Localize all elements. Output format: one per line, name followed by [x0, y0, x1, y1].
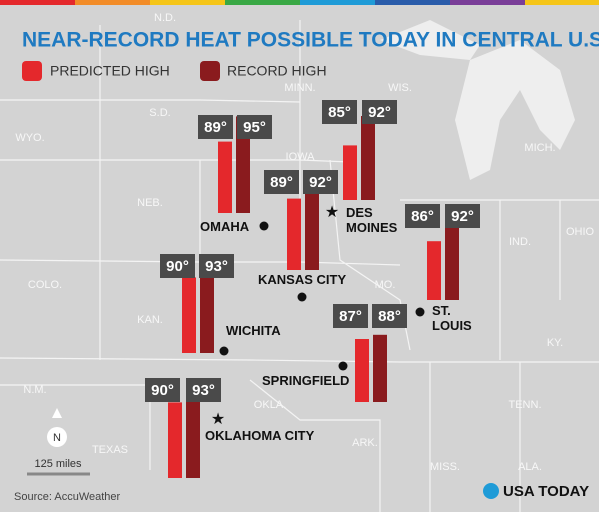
compass-arrow	[52, 408, 62, 418]
city-marker	[338, 361, 348, 371]
state-label: MINN.	[284, 82, 315, 94]
city-marker: ★	[211, 411, 225, 428]
state-label: ALA.	[518, 461, 542, 473]
value-label: 89°	[204, 119, 227, 136]
legend-swatch	[22, 61, 42, 81]
city-name: ST. LOUIS	[432, 303, 472, 333]
record-bar	[236, 116, 250, 213]
state-label: MO.	[375, 279, 396, 291]
value-box	[362, 100, 397, 124]
state-label: MISS.	[430, 461, 460, 473]
value-box	[333, 304, 368, 328]
value-box	[199, 254, 234, 278]
state-label: N.D.	[154, 12, 176, 24]
value-box	[445, 204, 480, 228]
predicted-bar	[343, 145, 357, 200]
record-bar	[445, 216, 459, 300]
value-box	[322, 100, 357, 124]
value-label: 93°	[205, 258, 228, 275]
value-label: 93°	[192, 382, 215, 399]
value-box	[186, 378, 221, 402]
city-marker	[415, 307, 425, 317]
value-box	[405, 204, 440, 228]
city-marker	[297, 292, 307, 302]
state-label: IND.	[509, 236, 531, 248]
city-name: WICHITA	[226, 323, 281, 338]
state-label: WYO.	[15, 132, 44, 144]
city-name: KANSAS CITY	[258, 272, 347, 287]
state-label: COLO.	[28, 279, 62, 291]
record-bar	[361, 116, 375, 200]
state-label: ARK.	[352, 437, 378, 449]
state-label: NEB.	[137, 197, 163, 209]
value-box	[198, 115, 233, 139]
value-label: 88°	[378, 308, 401, 325]
state-label: N.M.	[23, 384, 46, 396]
value-label: 90°	[151, 382, 174, 399]
legend-swatch	[200, 61, 220, 81]
title: NEAR-RECORD HEAT POSSIBLE TODAY IN CENTR…	[22, 29, 599, 52]
predicted-bar	[182, 277, 196, 353]
borders	[0, 20, 599, 512]
value-box	[303, 170, 338, 194]
record-bar	[200, 264, 214, 353]
state-label: S.D.	[149, 107, 170, 119]
city-marker	[259, 221, 269, 231]
state-label: KY.	[547, 337, 563, 349]
compass-label: N	[53, 432, 61, 444]
logo-dot	[483, 483, 499, 499]
legend-label: PREDICTED HIGH	[50, 63, 170, 79]
source: Source: AccuWeather	[14, 491, 121, 503]
predicted-bar	[287, 198, 301, 270]
state-label: WIS.	[388, 82, 412, 94]
record-bar	[186, 389, 200, 478]
lake	[455, 40, 575, 180]
city-name: OKLAHOMA CITY	[205, 428, 315, 443]
city-name: DES MOINES	[346, 205, 398, 235]
city-marker	[219, 346, 229, 356]
compass	[47, 427, 67, 447]
value-box	[237, 115, 272, 139]
state-label: OHIO	[566, 226, 595, 238]
logo: USA TODAY	[503, 483, 589, 500]
predicted-bar	[427, 241, 441, 300]
value-label: 92°	[309, 174, 332, 191]
city-name: OMAHA	[200, 219, 250, 234]
value-label: 95°	[243, 119, 266, 136]
city-marker: ★	[325, 204, 339, 221]
state-label: TEXAS	[92, 444, 128, 456]
record-bar	[373, 334, 387, 402]
legend-label: RECORD HIGH	[227, 63, 327, 79]
lake	[380, 20, 480, 60]
predicted-bar	[218, 141, 232, 213]
record-bar	[305, 186, 319, 270]
predicted-bar	[168, 402, 182, 478]
value-box	[372, 304, 407, 328]
state-label: IOWA	[286, 151, 316, 163]
value-label: 85°	[328, 104, 351, 121]
top-stripe	[0, 0, 599, 5]
value-label: 89°	[270, 174, 293, 191]
value-label: 86°	[411, 208, 434, 225]
city-name: SPRINGFIELD	[262, 373, 350, 388]
state-label: KAN.	[137, 314, 163, 326]
value-label: 92°	[451, 208, 474, 225]
state-label: OKLA.	[254, 399, 286, 411]
scale-label: 125 miles	[34, 458, 82, 470]
value-label: 92°	[368, 104, 391, 121]
value-box	[160, 254, 195, 278]
state-label: TENN.	[509, 399, 542, 411]
predicted-bar	[355, 339, 369, 402]
value-label: 90°	[166, 258, 189, 275]
value-label: 87°	[339, 308, 362, 325]
value-box	[145, 378, 180, 402]
value-box	[264, 170, 299, 194]
state-label: MICH.	[524, 142, 555, 154]
